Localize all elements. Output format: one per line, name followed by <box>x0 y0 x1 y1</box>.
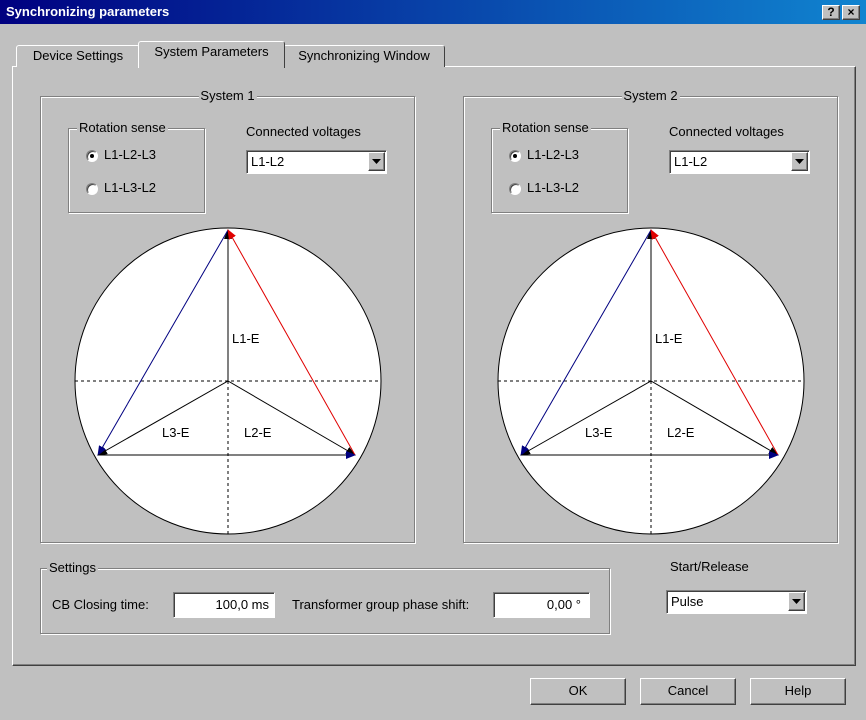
rotation-group: Rotation sense <box>68 120 205 213</box>
tab[interactable]: System Parameters <box>138 41 285 68</box>
radio[interactable] <box>509 183 521 195</box>
connected-voltages-combo[interactable]: L1-L2 <box>669 150 810 174</box>
system-group: System 1 <box>40 88 415 543</box>
combo-value: L1-L2 <box>674 154 708 169</box>
input-value: 0,00 ° <box>546 597 581 612</box>
dialog-button[interactable]: Cancel <box>640 678 736 705</box>
dialog-button[interactable]: Help <box>750 678 846 705</box>
radio[interactable] <box>509 150 521 162</box>
group-title: Settings <box>47 560 98 576</box>
group-title: System 2 <box>621 88 680 104</box>
settings-group: Settings <box>40 560 610 634</box>
title-bar: Synchronizing parameters? × <box>0 0 866 24</box>
radio-label[interactable]: L1-L2-L3 <box>104 147 157 162</box>
group-title: Rotation sense <box>77 120 168 136</box>
title-button[interactable]: ? <box>822 5 840 20</box>
connected-voltages-combo[interactable]: L1-L2 <box>246 150 387 174</box>
window-title: Synchronizing parameters <box>6 4 170 19</box>
rotation-group: Rotation sense <box>491 120 628 213</box>
dropdown-button[interactable] <box>368 152 385 171</box>
radio-dot <box>90 154 94 158</box>
dropdown-button[interactable] <box>788 592 805 611</box>
radio[interactable] <box>86 183 98 195</box>
system-group: System 2 <box>463 88 838 543</box>
field-label: Connected voltages <box>669 124 784 139</box>
radio-label[interactable]: L1-L2-L3 <box>527 147 580 162</box>
field-label: CB Closing time: <box>52 597 149 612</box>
dropdown-button[interactable] <box>791 152 808 171</box>
field-label: Transformer group phase shift: <box>292 597 470 612</box>
start-release-combo[interactable]: Pulse <box>666 590 807 614</box>
radio-dot <box>513 154 517 158</box>
tab[interactable]: Device Settings <box>16 45 140 67</box>
tab[interactable]: Synchronizing Window <box>283 45 445 67</box>
field-label: Start/Release <box>670 559 749 574</box>
phase-shift-input[interactable]: 0,00 ° <box>493 592 590 618</box>
combo-value: Pulse <box>671 594 704 609</box>
field-label: Connected voltages <box>246 124 361 139</box>
combo-value: L1-L2 <box>251 154 285 169</box>
group-title: Rotation sense <box>500 120 591 136</box>
radio-label[interactable]: L1-L3-L2 <box>104 180 157 195</box>
cb-closing-input[interactable]: 100,0 ms <box>173 592 275 618</box>
dialog-button[interactable]: OK <box>530 678 626 705</box>
input-value: 100,0 ms <box>215 597 269 612</box>
radio[interactable] <box>86 150 98 162</box>
radio-label[interactable]: L1-L3-L2 <box>527 180 580 195</box>
title-button[interactable]: × <box>842 5 860 20</box>
group-title: System 1 <box>198 88 257 104</box>
